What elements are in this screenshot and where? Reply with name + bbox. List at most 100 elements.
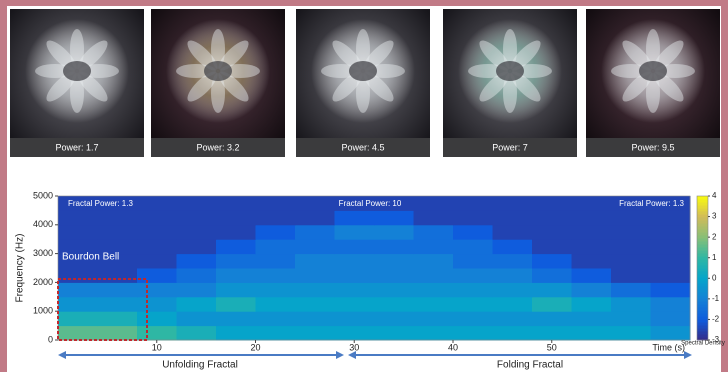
heatmap-cell — [295, 282, 335, 297]
heatmap-cell — [611, 239, 651, 254]
heatmap-cell — [256, 210, 296, 225]
heatmap-cell — [651, 297, 691, 312]
heatmap-cell — [493, 210, 533, 225]
heatmap-cell — [374, 282, 414, 297]
heatmap-cell — [335, 210, 375, 225]
heatmap-cell — [414, 196, 454, 211]
heatmap-cell — [572, 225, 612, 240]
colorbar-step — [697, 217, 708, 221]
colorbar-tick-label: 4 — [712, 191, 717, 200]
x-tick-label: 30 — [349, 342, 359, 352]
colorbar-step — [697, 202, 708, 206]
heatmap-cell — [137, 297, 177, 312]
heatmap-cell — [572, 282, 612, 297]
heatmap-cell — [414, 297, 454, 312]
heatmap-cell — [216, 239, 256, 254]
fractal-core — [496, 61, 524, 81]
heatmap-cell — [493, 254, 533, 269]
heatmap-cell — [414, 210, 454, 225]
heatmap-cell — [651, 239, 691, 254]
heatmap-cell — [216, 268, 256, 283]
colorbar-tick-label: 3 — [712, 212, 717, 221]
heatmap-cell — [98, 210, 138, 225]
heatmap-cell — [335, 297, 375, 312]
heatmap-cell — [216, 196, 256, 211]
colorbar-step — [697, 229, 708, 233]
heatmap-cell — [177, 282, 217, 297]
heatmap-cell — [295, 239, 335, 254]
heatmap-cell — [572, 196, 612, 211]
heatmap-cell — [453, 282, 493, 297]
heatmap-cell — [295, 326, 335, 341]
heatmap-cell — [295, 311, 335, 326]
colorbar-step — [697, 250, 708, 254]
colorbar-step — [697, 211, 708, 215]
image-caption: Power: 4.5 — [341, 142, 384, 152]
y-tick-label: 2000 — [33, 277, 53, 287]
heatmap-cell — [453, 254, 493, 269]
heatmap-cell — [414, 326, 454, 341]
colorbar-step — [697, 313, 708, 317]
colorbar-step — [697, 238, 708, 242]
colorbar-step — [697, 295, 708, 299]
colorbar-step — [697, 289, 708, 293]
heatmap-cell — [651, 311, 691, 326]
heatmap-cell — [177, 326, 217, 341]
colorbar-step — [697, 235, 708, 239]
heatmap-cell — [177, 268, 217, 283]
heatmap-cell — [532, 254, 572, 269]
y-tick-label: 4000 — [33, 219, 53, 229]
heatmap-cell — [532, 297, 572, 312]
heatmap-cell — [295, 268, 335, 283]
colorbar-step — [697, 226, 708, 230]
heatmap-cell — [493, 268, 533, 283]
heatmap-cell — [335, 326, 375, 341]
fractal-core — [204, 61, 232, 81]
heatmap-cell — [493, 225, 533, 240]
heatmap-cell — [335, 268, 375, 283]
colorbar-step — [697, 265, 708, 269]
colorbar-step — [697, 262, 708, 266]
heatmap-cell — [374, 239, 414, 254]
colorbar-step — [697, 196, 708, 200]
heatmap-cell — [611, 225, 651, 240]
heatmap-cell — [611, 326, 651, 341]
heatmap-cell — [256, 268, 296, 283]
heatmap-cell — [98, 282, 138, 297]
section-label: Folding Fractal — [497, 360, 563, 371]
image-caption: Power: 9.5 — [631, 142, 674, 152]
heatmap-cell — [414, 268, 454, 283]
heatmap-cell — [335, 254, 375, 269]
heatmap-cell — [177, 196, 217, 211]
heatmap-cell — [532, 311, 572, 326]
colorbar-step — [697, 256, 708, 260]
heatmap-cell — [335, 225, 375, 240]
heatmap-cell — [256, 196, 296, 211]
colorbar-step — [697, 280, 708, 284]
heatmap-cell — [58, 268, 98, 283]
heatmap-cell — [295, 196, 335, 211]
heatmap-cell — [137, 326, 177, 341]
heatmap-cell — [453, 239, 493, 254]
heatmap-cell — [137, 282, 177, 297]
heatmap-cell — [572, 268, 612, 283]
heatmap-cell — [493, 311, 533, 326]
heatmap-cell — [572, 254, 612, 269]
heatmap-cell — [137, 311, 177, 326]
heatmap-cell — [453, 297, 493, 312]
figure-canvas: Power: 1.7Power: 3.2Power: 4.5Power: 7Po… — [0, 0, 728, 372]
heatmap-cell — [532, 282, 572, 297]
heatmap-cell — [572, 326, 612, 341]
heatmap-cell — [58, 297, 98, 312]
heatmap-cell — [453, 210, 493, 225]
colorbar-step — [697, 244, 708, 248]
heatmap-cell — [374, 254, 414, 269]
heatmap-cell — [453, 326, 493, 341]
heatmap-cell — [414, 239, 454, 254]
colorbar-step — [697, 304, 708, 308]
annotation: Fractal Power: 1.3 — [619, 199, 684, 208]
heatmap-cell — [414, 282, 454, 297]
heatmap-cell — [335, 282, 375, 297]
heatmap-cell — [493, 282, 533, 297]
